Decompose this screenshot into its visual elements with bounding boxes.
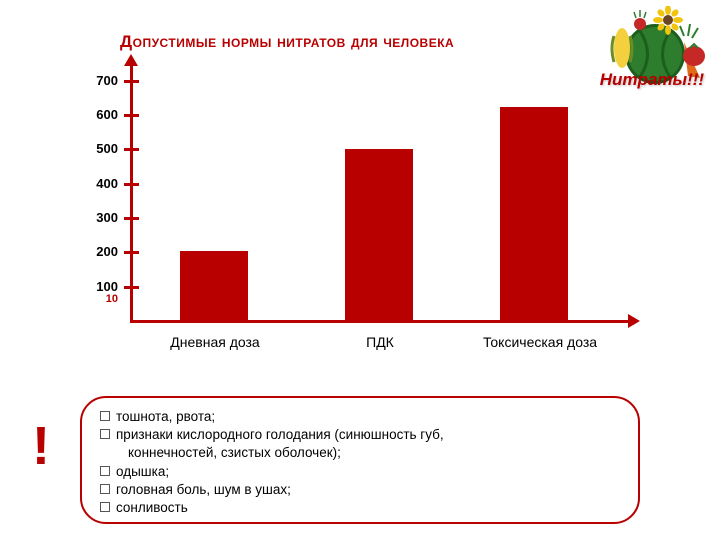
ytick-label: 600	[86, 107, 118, 122]
symptom-text: сонливость	[116, 499, 188, 517]
ytick	[124, 251, 139, 254]
nitrate-bar-chart: 700 600 500 400 300 200 100 10 Дневная д…	[100, 62, 640, 372]
ytick-label: 200	[86, 244, 118, 259]
x-axis-arrow	[628, 314, 640, 328]
ytick-label-10: 10	[86, 293, 118, 305]
bar-daily-dose	[180, 251, 248, 320]
ytick	[124, 148, 139, 151]
bar-pdk	[345, 149, 413, 320]
bullet-icon	[100, 429, 110, 439]
symptom-text: тошнота, рвота;	[116, 408, 215, 426]
ytick	[124, 114, 139, 117]
bullet-icon	[100, 502, 110, 512]
ytick	[124, 80, 139, 83]
symptom-text: головная боль, шум в ушах;	[116, 481, 291, 499]
ytick	[124, 217, 139, 220]
bar-toxic-dose	[500, 107, 568, 320]
exclamation-icon: !	[32, 415, 50, 477]
xcat-label: Дневная доза	[150, 334, 280, 350]
bullet-icon	[100, 411, 110, 421]
x-axis	[130, 320, 630, 323]
ytick-label: 300	[86, 210, 118, 225]
ytick-label: 500	[86, 141, 118, 156]
ytick	[124, 183, 139, 186]
ytick	[124, 286, 139, 289]
symptom-text: коннечностей, сзистых оболочек);	[128, 444, 341, 462]
ytick-label: 100	[86, 279, 118, 294]
y-axis	[130, 62, 133, 322]
page-title: Допустимые нормы нитратов для человека	[120, 32, 454, 52]
xcat-label: Токсическая доза	[460, 334, 620, 350]
symptom-text: одышка;	[116, 463, 169, 481]
ytick-label: 400	[86, 176, 118, 191]
bullet-icon	[100, 484, 110, 494]
ytick-label: 700	[86, 73, 118, 88]
bullet-icon	[100, 466, 110, 476]
symptoms-box: тошнота, рвота; признаки кислородного го…	[80, 396, 640, 524]
xcat-label: ПДК	[330, 334, 430, 350]
symptom-text: признаки кислородного голодания (синюшно…	[116, 426, 444, 444]
